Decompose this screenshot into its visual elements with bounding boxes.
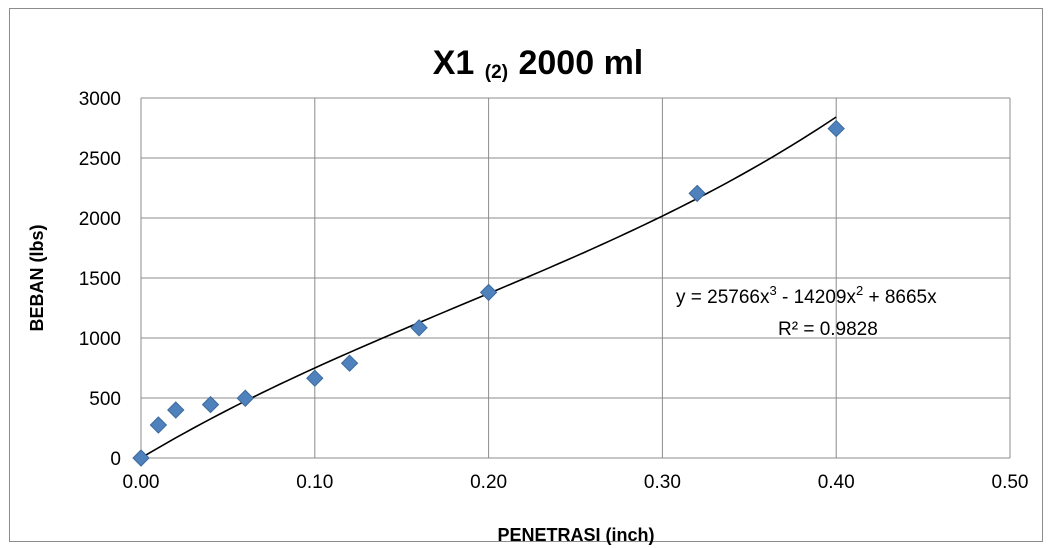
data-point (688, 184, 706, 203)
y-tick-label: 1500 (79, 269, 121, 290)
equation-exp1: 3 (770, 283, 777, 298)
gridlines (140, 97, 1011, 459)
y-tick-label: 1000 (79, 329, 121, 350)
data-point (132, 449, 150, 467)
y-axis-title: BEBAN (lbs) (27, 224, 47, 331)
equation-tail: + 8665x (863, 287, 937, 308)
y-tick-labels: 0 500 1000 1500 2000 2500 3000 (79, 89, 121, 470)
data-points (132, 119, 845, 467)
chart-title: X1 (2) 2000 ml (433, 44, 644, 83)
x-tick-label: 0.30 (644, 472, 681, 493)
y-tick-label: 3000 (79, 89, 121, 110)
equation-mid: - 14209x (777, 287, 857, 308)
x-tick-label: 0.50 (992, 472, 1029, 493)
r-squared-label: R² = 0.9828 (778, 319, 878, 340)
data-point (340, 354, 359, 372)
x-tick-labels: 0.00 0.10 0.20 0.30 0.40 0.50 (123, 472, 1029, 493)
x-tick-label: 0.10 (296, 472, 333, 493)
chart-title-rest: 2000 ml (518, 44, 643, 82)
data-point (201, 395, 220, 414)
data-point (827, 119, 845, 138)
y-tick-label: 2500 (79, 149, 121, 170)
chart-title-main: X1 (433, 44, 475, 82)
y-tick-label: 2000 (79, 209, 121, 230)
y-tick-label: 0 (110, 449, 121, 470)
x-tick-label: 0.00 (123, 472, 160, 493)
chart-area (9, 8, 1043, 542)
y-tick-label: 500 (89, 389, 121, 410)
x-axis-title: PENETRASI (inch) (497, 525, 654, 545)
equation-exp2: 2 (856, 283, 863, 298)
data-point (479, 283, 498, 302)
x-tick-label: 0.40 (818, 472, 855, 493)
data-point (167, 401, 185, 419)
data-point (236, 389, 254, 407)
data-point (149, 416, 168, 434)
x-tick-label: 0.20 (470, 472, 507, 493)
data-point (410, 319, 428, 337)
data-point (306, 369, 324, 387)
trendline-equation: y = 25766x3 - 14209x2 + 8665x (676, 283, 937, 308)
chart-title-sub: (2) (485, 62, 508, 83)
equation-lead: y = 25766x (676, 287, 770, 308)
